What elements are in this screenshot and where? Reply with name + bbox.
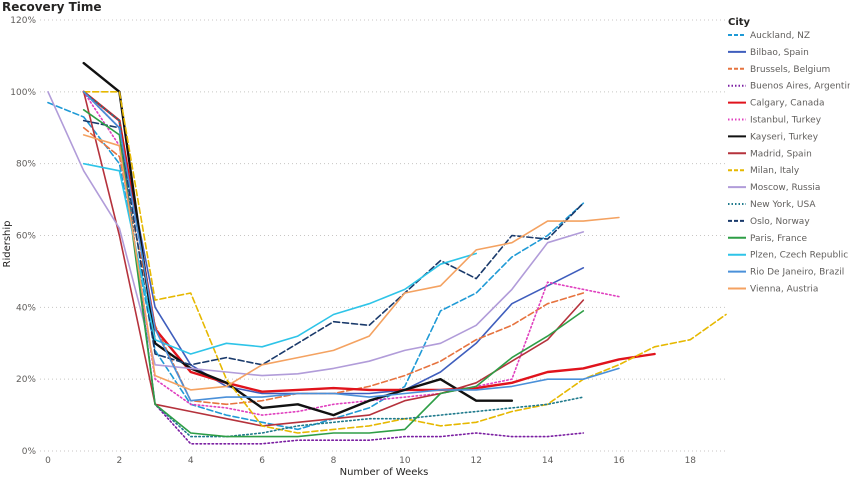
legend-item-label[interactable]: Calgary, Canada (750, 99, 825, 109)
legend-item-label[interactable]: Paris, France (750, 234, 808, 244)
y-tick-label: 20% (16, 375, 36, 385)
legend-item-label[interactable]: Moscow, Russia (750, 183, 820, 193)
legend-item-label[interactable]: Auckland, NZ (750, 31, 810, 41)
y-tick-label: 120% (10, 16, 36, 26)
series-line-kayseri-turkey[interactable] (82, 61, 514, 417)
legend-item-label[interactable]: Milan, Italy (750, 166, 800, 176)
series-lines (47, 61, 727, 445)
x-tick-label: 2 (117, 456, 123, 466)
grid (40, 19, 726, 452)
legend-item-label[interactable]: New York, USA (750, 200, 816, 210)
series-line-vienna-austria[interactable] (82, 134, 620, 391)
series-line-plzen-czech-republic[interactable] (82, 162, 477, 355)
y-tick-label: 80% (16, 160, 36, 170)
series-line-milan-italy[interactable] (82, 91, 727, 434)
legend-item-label[interactable]: Plzen, Czech Republic (750, 251, 848, 261)
legend-item-label[interactable]: Rio De Janeiro, Brazil (750, 268, 844, 278)
x-tick-label: 6 (259, 456, 265, 466)
series-line-calgary-canada[interactable] (82, 90, 656, 393)
series-line-oslo-norway[interactable] (82, 119, 585, 366)
x-tick-label: 16 (613, 456, 625, 466)
legend-item-label[interactable]: Oslo, Norway (750, 217, 810, 227)
series-line-istanbul-turkey[interactable] (82, 91, 620, 416)
x-tick-label: 0 (45, 456, 51, 466)
x-tick-label: 12 (470, 456, 481, 466)
y-tick-label: 60% (16, 232, 36, 242)
y-axis-title: Ridership (2, 220, 13, 267)
legend-item-label[interactable]: Vienna, Austria (750, 285, 818, 295)
legend-item-label[interactable]: Brussels, Belgium (750, 65, 830, 75)
legend-item-label[interactable]: Madrid, Spain (750, 149, 812, 159)
legend-title: City (728, 17, 751, 28)
y-tick-label: 40% (16, 303, 36, 313)
x-tick-label: 10 (399, 456, 411, 466)
y-tick-label: 100% (10, 88, 36, 98)
series-line-rio-de-janeiro-brazil[interactable] (82, 91, 620, 402)
chart-title: Recovery Time (2, 0, 102, 14)
legend-item-label[interactable]: Kayseri, Turkey (750, 132, 819, 142)
series-line-moscow-russia[interactable] (47, 91, 585, 377)
series-line-madrid-spain[interactable] (82, 91, 585, 427)
series-line-buenos-aires-argentina[interactable] (82, 91, 585, 445)
legend: City Auckland, NZ Bilbao, Spain Brussels, B… (728, 17, 850, 295)
x-tick-label: 18 (685, 456, 697, 466)
x-tick-label: 14 (542, 456, 554, 466)
legend-item-label[interactable]: Bilbao, Spain (750, 48, 809, 58)
legend-item-label[interactable]: Istanbul, Turkey (750, 116, 822, 126)
axes: 0% 20% 40% 60% 80% 100% 120% 0 2 4 6 8 10 12 14 16 18 (10, 16, 696, 466)
series-line-new-york-usa[interactable] (82, 91, 585, 438)
series-line-paris-france[interactable] (82, 109, 585, 438)
x-axis-title: Number of Weeks (340, 467, 429, 477)
legend-item-label[interactable]: Buenos Aires, Argentina (750, 82, 850, 92)
x-tick-label: 8 (331, 456, 337, 466)
y-tick-label: 0% (22, 447, 37, 457)
x-tick-label: 4 (188, 456, 194, 466)
